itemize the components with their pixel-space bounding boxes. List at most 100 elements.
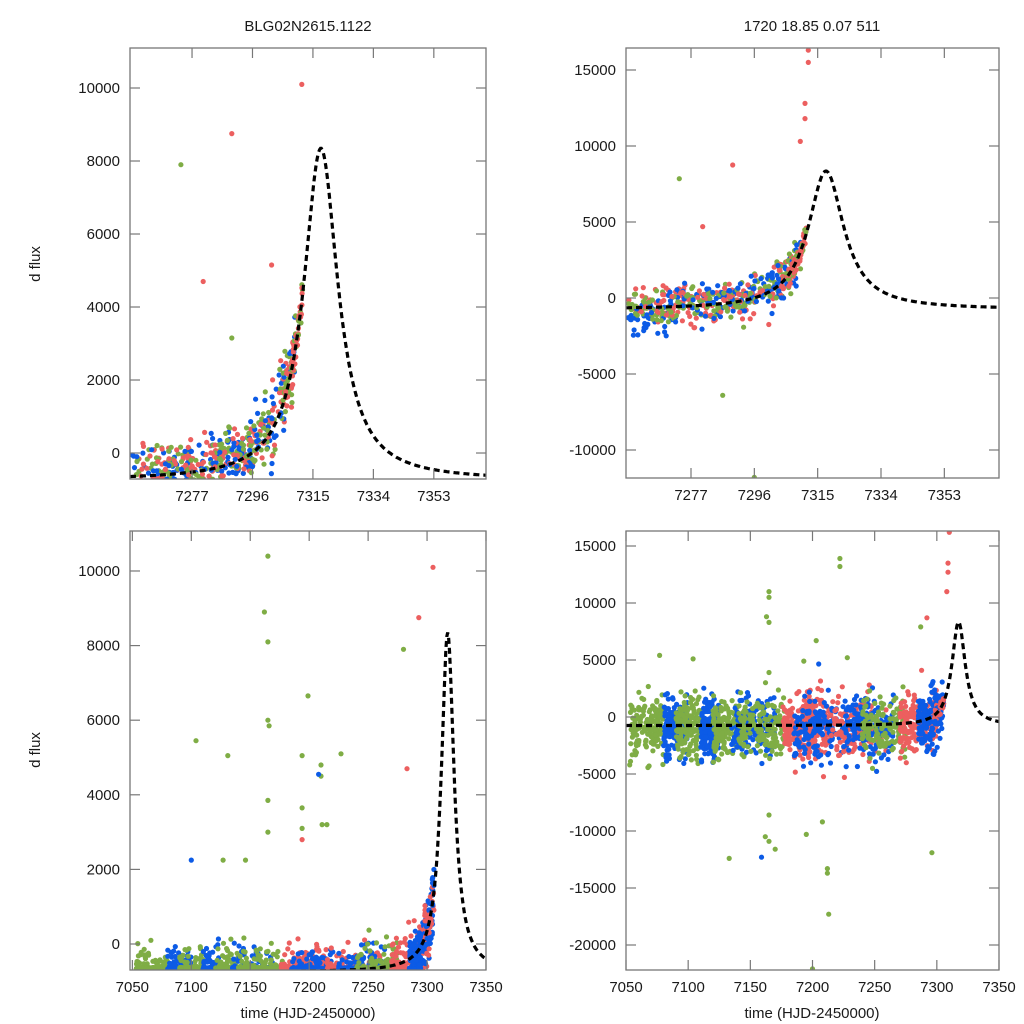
data-point-blue [280, 363, 286, 369]
data-point-blue [236, 445, 242, 451]
data-point-green [264, 446, 270, 452]
data-point-red [806, 754, 812, 761]
data-point-red [171, 458, 177, 464]
data-point-green [767, 293, 773, 299]
data-point-blue [216, 491, 221, 496]
data-point-green [748, 748, 754, 755]
data-point-green [261, 461, 267, 467]
data-point-green [637, 719, 644, 725]
data-point-blue [827, 760, 834, 766]
data-point-blue [729, 741, 735, 748]
data-point-blue [215, 936, 221, 942]
data-point-green [745, 744, 751, 750]
data-point-green [164, 486, 169, 491]
data-point-green [239, 958, 245, 964]
data-point-green [654, 699, 660, 705]
data-point-green [680, 749, 686, 755]
data-point-green [318, 762, 324, 768]
data-point-blue [662, 728, 668, 734]
data-point-red [417, 924, 423, 930]
data-point-blue [131, 465, 138, 471]
data-point-red [185, 444, 191, 450]
data-point-red [286, 940, 292, 946]
data-point-green [766, 283, 772, 289]
data-point-green [184, 468, 190, 474]
data-point-red [400, 950, 406, 956]
data-point-green [220, 857, 226, 863]
data-point-red [700, 302, 706, 308]
data-point-red [200, 278, 206, 285]
data-point-green [258, 958, 264, 964]
data-point-green [251, 423, 257, 429]
data-point-red [416, 615, 422, 621]
data-point-green [324, 822, 330, 828]
data-point-blue [655, 330, 661, 336]
data-point-green [635, 725, 641, 732]
data-point-blue [631, 327, 637, 333]
data-point-blue [249, 463, 256, 470]
data-point-blue [662, 710, 668, 716]
data-point-red [663, 312, 670, 318]
data-point-green [721, 745, 728, 751]
data-point-blue [296, 958, 302, 964]
data-point-red [783, 740, 790, 746]
data-point-blue [759, 760, 765, 767]
panel-top-left: 7277 7296 7315 7334 735302000400060008000100… [78, 47, 487, 505]
data-point-blue [137, 481, 142, 486]
data-point-green [650, 316, 656, 322]
x-axis-label-bottom-left: time (HJD-2450000) [240, 1005, 375, 1022]
data-point-green [736, 304, 742, 310]
data-point-green [741, 324, 747, 330]
data-point-red [187, 482, 192, 487]
data-point-green [239, 440, 245, 446]
data-point-red [735, 291, 742, 297]
data-point-green [226, 958, 232, 964]
data-point-blue [254, 432, 260, 438]
y-tick-label: 15000 [574, 62, 616, 79]
data-point-blue [703, 734, 709, 740]
data-point-blue [669, 727, 675, 733]
x-tick-label: 7200 [292, 979, 325, 996]
data-point-red [721, 297, 727, 303]
data-point-green [362, 945, 368, 952]
data-point-green [659, 310, 665, 316]
data-point-green [265, 639, 271, 645]
data-point-blue [424, 935, 430, 941]
data-point-red [701, 291, 707, 297]
data-point-blue [231, 440, 237, 446]
data-point-green [277, 366, 283, 372]
data-point-green [632, 291, 639, 297]
data-point-blue [410, 942, 416, 948]
data-point-blue [204, 959, 210, 965]
data-point-red [144, 465, 150, 471]
y-tick-label: 6000 [87, 712, 120, 729]
data-point-red [284, 403, 290, 409]
data-point-blue [247, 447, 253, 453]
data-point-blue [690, 297, 696, 303]
x-tick-label: 7277 [674, 487, 707, 504]
data-point-red [802, 116, 808, 122]
data-point-green [756, 717, 763, 723]
data-point-green [141, 946, 147, 952]
data-point-blue [255, 437, 261, 443]
data-point-green [768, 731, 774, 737]
data-point-blue [730, 747, 736, 754]
data-point-green [157, 957, 163, 963]
data-point-red [796, 689, 802, 695]
data-point-green [675, 299, 681, 305]
data-point-blue [707, 703, 714, 710]
data-point-blue [751, 285, 757, 292]
x-tick-label: 7334 [357, 488, 390, 505]
data-point-green [776, 714, 782, 720]
data-point-blue [674, 287, 680, 293]
data-point-green [689, 715, 695, 721]
data-point-red [800, 756, 806, 762]
data-point-blue [225, 454, 231, 460]
data-point-green [767, 755, 773, 762]
data-point-green [688, 757, 695, 763]
data-point-green [683, 730, 690, 736]
data-point-red [777, 267, 783, 273]
data-point-red [426, 952, 432, 958]
data-point-red [789, 705, 796, 711]
data-point-green [220, 940, 227, 946]
